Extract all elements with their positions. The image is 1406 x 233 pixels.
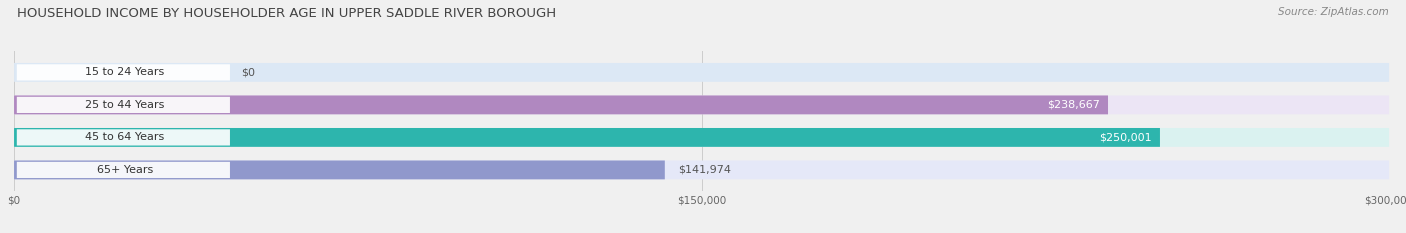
Text: $250,001: $250,001 xyxy=(1099,132,1152,142)
FancyBboxPatch shape xyxy=(14,128,1389,147)
FancyBboxPatch shape xyxy=(17,64,231,80)
FancyBboxPatch shape xyxy=(14,96,1108,114)
FancyBboxPatch shape xyxy=(14,96,1389,114)
FancyBboxPatch shape xyxy=(14,161,1389,179)
FancyBboxPatch shape xyxy=(17,162,231,178)
Text: 65+ Years: 65+ Years xyxy=(97,165,153,175)
Text: 15 to 24 Years: 15 to 24 Years xyxy=(86,67,165,77)
FancyBboxPatch shape xyxy=(17,129,231,146)
FancyBboxPatch shape xyxy=(14,63,1389,82)
FancyBboxPatch shape xyxy=(17,97,231,113)
FancyBboxPatch shape xyxy=(14,128,1160,147)
Text: $141,974: $141,974 xyxy=(679,165,731,175)
Text: $238,667: $238,667 xyxy=(1047,100,1099,110)
Text: $0: $0 xyxy=(240,67,254,77)
FancyBboxPatch shape xyxy=(14,161,665,179)
Text: 45 to 64 Years: 45 to 64 Years xyxy=(86,132,165,142)
Text: HOUSEHOLD INCOME BY HOUSEHOLDER AGE IN UPPER SADDLE RIVER BOROUGH: HOUSEHOLD INCOME BY HOUSEHOLDER AGE IN U… xyxy=(17,7,555,20)
Text: 25 to 44 Years: 25 to 44 Years xyxy=(86,100,165,110)
Text: Source: ZipAtlas.com: Source: ZipAtlas.com xyxy=(1278,7,1389,17)
